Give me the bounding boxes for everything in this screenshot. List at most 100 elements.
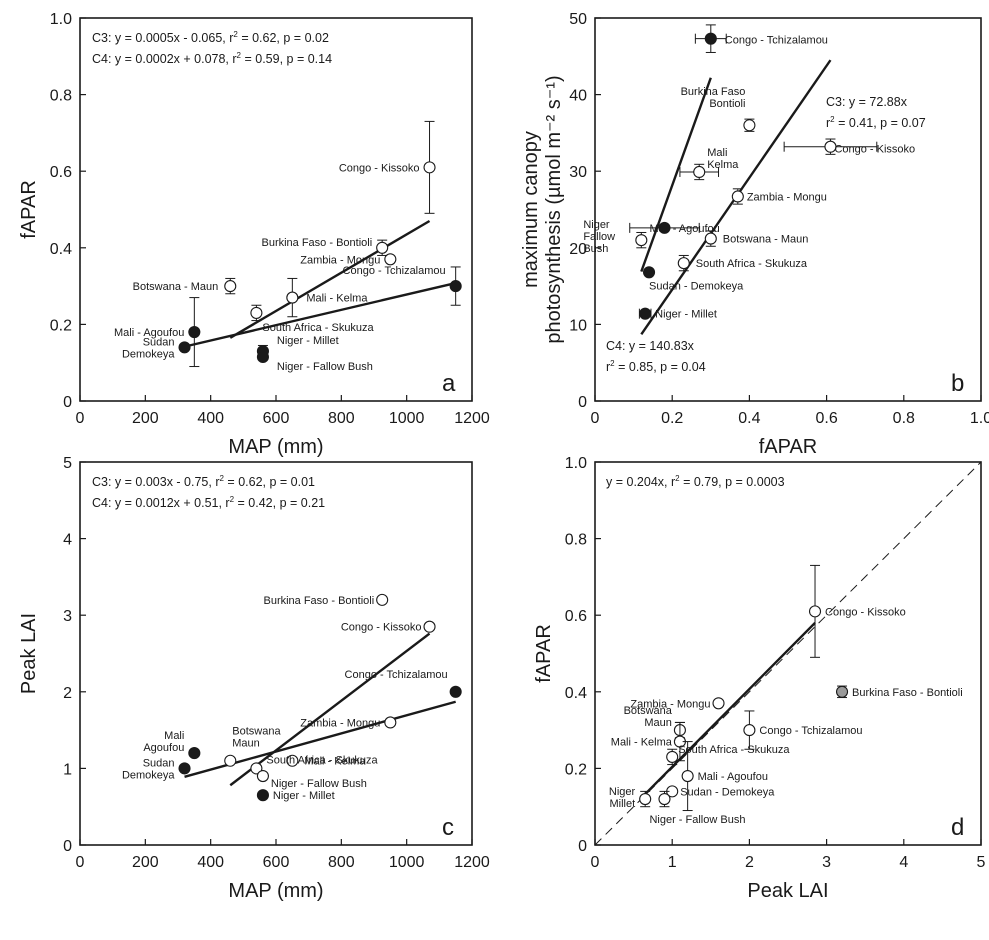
- point-label: Mali - Kelma: [304, 756, 366, 768]
- point-marker: [666, 750, 679, 763]
- data-point: Congo - Tchizalamou: [345, 669, 462, 698]
- panel-letter: c: [442, 814, 454, 841]
- point-marker: [712, 697, 725, 710]
- x-tick-label: 1.0: [970, 410, 989, 427]
- x-tick-label: 200: [132, 854, 159, 871]
- x-tick-label: 1000: [389, 410, 425, 427]
- x-tick-label: 0: [591, 410, 600, 427]
- y-tick-label: 20: [569, 241, 587, 258]
- point-label: Mali - Agoufou: [698, 771, 768, 783]
- y-tick-label: 0: [63, 838, 72, 855]
- data-point: South Africa - Skukuza: [250, 754, 379, 775]
- point-marker: [286, 754, 299, 767]
- equation-text: C3: y = 72.88x: [826, 95, 908, 109]
- point-marker: [704, 32, 717, 45]
- point-label: Niger - Millet: [655, 309, 717, 321]
- point-marker: [376, 593, 389, 606]
- y-axis-label-line1: maximum canopy: [520, 131, 542, 288]
- point-label: Niger - Fallow Bush: [277, 361, 373, 373]
- equation-text: r2 = 0.41, p = 0.07: [826, 115, 926, 130]
- x-tick-label: 400: [197, 410, 224, 427]
- point-label: Botswana - Maun: [133, 281, 219, 293]
- point-label: Mali - Agoufou: [649, 223, 719, 235]
- data-point: South Africa - Skukuza: [677, 254, 808, 272]
- x-tick-label: 200: [132, 410, 159, 427]
- point-marker: [449, 685, 462, 698]
- point-label: Mali - Agoufou: [114, 327, 184, 339]
- point-marker: [384, 716, 397, 729]
- y-tick-label: 1.0: [565, 455, 587, 472]
- panel-letter: d: [951, 814, 964, 841]
- point-label: South Africa - Skukuza: [678, 744, 790, 756]
- x-axis-label: MAP (mm): [228, 436, 323, 458]
- equation-text: C4: y = 0.0012x + 0.51, r2 = 0.42, p = 0…: [92, 495, 325, 510]
- x-tick-label: 1000: [389, 854, 425, 871]
- data-point: Congo - Tchizalamou: [343, 265, 462, 306]
- point-label: Congo - Kissoko: [825, 606, 906, 618]
- y-axis-label: fAPAR: [18, 180, 40, 239]
- data-point: Burkina Faso - Bontioli: [261, 237, 389, 256]
- point-marker: [286, 291, 299, 304]
- one-to-one-line: [594, 461, 982, 846]
- data-point: Congo - Kissoko: [341, 620, 436, 634]
- y-axis-label: fAPAR: [533, 624, 555, 683]
- point-marker: [704, 232, 717, 245]
- point-label: Congo - Kissoko: [834, 144, 915, 156]
- data-point: Mali - Agoufou: [114, 297, 201, 368]
- equation-text: r2 = 0.85, p = 0.04: [606, 359, 706, 374]
- x-tick-label: 600: [263, 410, 290, 427]
- y-tick-label: 0.8: [50, 88, 72, 105]
- point-label: Mali - Kelma: [306, 293, 368, 305]
- data-point: Burkina Faso - Bontioli: [835, 685, 963, 699]
- y-tick-label: 0.2: [565, 761, 587, 778]
- point-label: Sudan - Demokeya: [680, 786, 775, 798]
- x-tick-label: 3: [822, 854, 831, 871]
- x-axis-label: Peak LAI: [747, 880, 828, 902]
- point-marker: [256, 789, 269, 802]
- data-point: Niger - Millet: [638, 307, 717, 321]
- x-axis-label: fAPAR: [759, 436, 818, 458]
- equation-text: C3: y = 0.0005x - 0.065, r2 = 0.62, p = …: [92, 30, 329, 45]
- point-label: Mali - Kelma: [611, 737, 673, 749]
- point-marker: [384, 253, 397, 266]
- data-point: Burkina Faso - Bontioli: [263, 593, 389, 607]
- point-marker: [449, 280, 462, 293]
- y-tick-label: 3: [63, 608, 72, 625]
- point-marker: [423, 161, 436, 174]
- point-marker: [256, 770, 269, 783]
- y-tick-label: 5: [63, 455, 72, 472]
- x-tick-label: 1200: [454, 410, 490, 427]
- point-marker: [743, 119, 756, 132]
- y-tick-label: 0.6: [50, 164, 72, 181]
- y-axis-label-line2: photosynthesis (µmol m⁻² s⁻¹): [543, 75, 565, 343]
- point-marker: [743, 724, 756, 737]
- point-marker: [835, 685, 849, 698]
- point-label: Sudan - Demokeya: [649, 280, 744, 292]
- plot-frame: [594, 461, 982, 846]
- point-marker: [423, 620, 436, 633]
- x-tick-label: 800: [328, 854, 355, 871]
- x-tick-label: 0.4: [738, 410, 760, 427]
- x-tick-label: 0: [76, 410, 85, 427]
- point-label: South Africa - Skukuza: [696, 258, 808, 270]
- point-label: Burkina Faso - Bontioli: [261, 237, 372, 249]
- x-tick-label: 4: [899, 854, 908, 871]
- data-point: Mali - Kelma: [286, 277, 368, 318]
- point-label: Congo - Tchizalamou: [759, 725, 862, 737]
- point-marker: [677, 257, 690, 270]
- point-label: Botswana Maun: [624, 705, 673, 729]
- y-tick-label: 0.2: [50, 317, 72, 334]
- data-point: Niger Millet: [609, 786, 652, 810]
- data-point: Niger - Millet: [256, 335, 339, 358]
- point-marker: [178, 762, 191, 775]
- point-label: Mali Agoufou: [143, 730, 184, 754]
- point-marker: [188, 747, 201, 760]
- x-tick-label: 1: [668, 854, 677, 871]
- y-tick-label: 4: [63, 532, 72, 549]
- point-marker: [250, 762, 263, 775]
- point-label: Congo - Tchizalamou: [725, 35, 828, 47]
- y-tick-label: 0.8: [565, 532, 587, 549]
- data-point: Sudan Demokeya: [122, 336, 191, 360]
- data-point: Zambia - Mongu: [731, 188, 827, 205]
- point-label: Botswana Maun: [232, 726, 281, 750]
